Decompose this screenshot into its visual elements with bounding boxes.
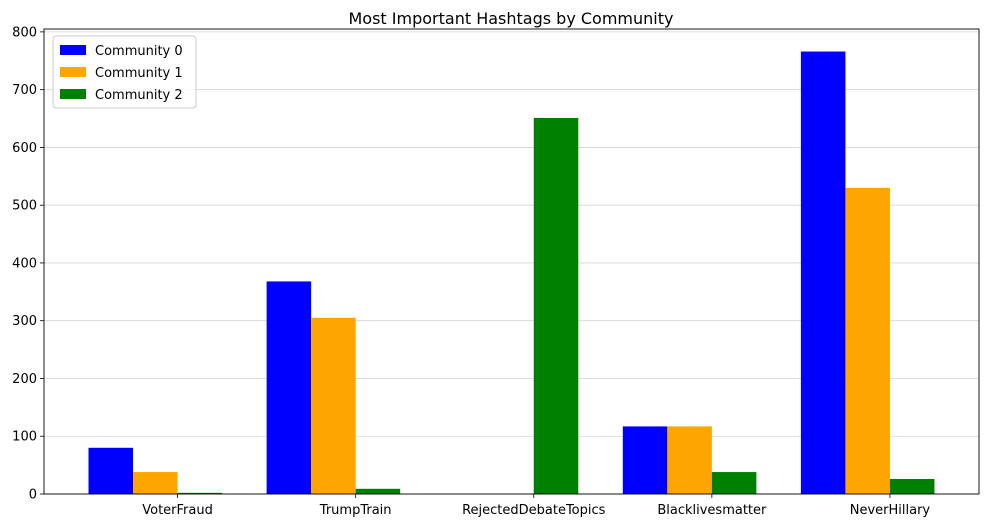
legend-label: Community 1 bbox=[95, 66, 183, 81]
bar-trumptrain-series-0 bbox=[266, 281, 312, 494]
axes bbox=[43, 28, 980, 495]
legend-label: Community 2 bbox=[95, 88, 183, 103]
y-tick-label: 700 bbox=[12, 83, 37, 98]
y-tick-label: 500 bbox=[12, 199, 37, 214]
y-ticks: 0 100 200 300 400 500 600 700 800 bbox=[12, 25, 44, 503]
y-tick-label: 600 bbox=[12, 141, 37, 156]
legend-swatch bbox=[60, 45, 86, 55]
bar-trumptrain-series-2 bbox=[355, 488, 401, 494]
bar-voterfraud-series-1 bbox=[133, 472, 178, 494]
x-tick-label: TrumpTrain bbox=[319, 503, 392, 518]
legend-swatch bbox=[60, 67, 86, 77]
legend: Community 0 Community 1 Community 2 bbox=[52, 35, 197, 109]
chart-title: Most Important Hashtags by Community bbox=[349, 9, 674, 28]
bar-blacklivesmatter-series-0 bbox=[622, 426, 668, 494]
x-tick-label: Blacklivesmatter bbox=[657, 503, 767, 518]
bar-neverhillary-series-2 bbox=[889, 478, 935, 494]
y-tick-label: 0 bbox=[29, 488, 37, 503]
bar-voterfraud-series-0 bbox=[88, 447, 134, 494]
gridlines bbox=[44, 31, 979, 495]
x-tick-label: VoterFraud bbox=[142, 503, 213, 518]
bar-blacklivesmatter-series-2 bbox=[711, 472, 757, 494]
bar-neverhillary-series-0 bbox=[800, 51, 846, 494]
plot-frame bbox=[43, 28, 980, 495]
y-tick-label: 200 bbox=[12, 372, 37, 387]
legend-swatch bbox=[60, 89, 86, 99]
y-tick-label: 100 bbox=[12, 430, 37, 445]
x-ticks: VoterFraud TrumpTrain RejectedDebateTopics… bbox=[142, 494, 930, 518]
x-tick-label: RejectedDebateTopics bbox=[462, 503, 606, 518]
bar-trumptrain-series-1 bbox=[311, 317, 356, 494]
legend-label: Community 0 bbox=[95, 44, 183, 59]
bar-voterfraud-series-2 bbox=[177, 492, 223, 494]
legend-box bbox=[52, 35, 197, 109]
x-tick-label: NeverHillary bbox=[850, 503, 931, 518]
y-tick-label: 300 bbox=[12, 314, 37, 329]
bar-blacklivesmatter-series-1 bbox=[667, 426, 712, 494]
bar-rejecteddebatetopics-series-2 bbox=[533, 117, 579, 495]
bars bbox=[88, 51, 935, 495]
y-tick-label: 400 bbox=[12, 256, 37, 271]
y-tick-label: 800 bbox=[12, 25, 37, 40]
bar-neverhillary-series-1 bbox=[845, 187, 890, 494]
